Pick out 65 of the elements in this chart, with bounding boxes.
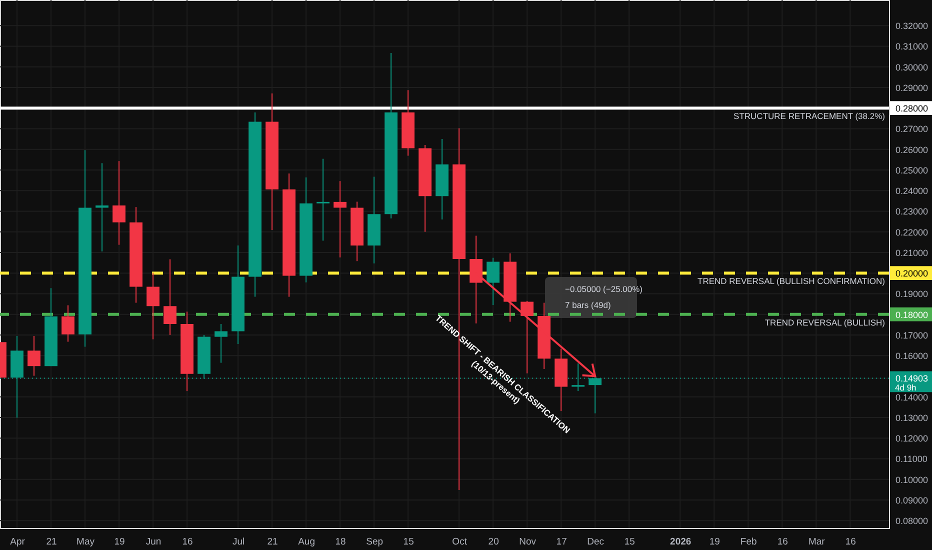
candlestick xyxy=(486,257,500,306)
text: 4d 9h xyxy=(895,382,917,393)
y-tick-label: 0.32000 xyxy=(896,21,928,32)
candlestick xyxy=(316,158,330,242)
x-tick-label: 16 xyxy=(777,536,788,548)
ref-line-label: TREND REVERSAL (BULLISH) xyxy=(764,317,886,328)
candlestick xyxy=(146,272,160,340)
x-tick-label: 20 xyxy=(488,536,499,548)
y-tick-label: 0.30000 xyxy=(896,62,928,72)
y-tick-label: 0.22000 xyxy=(896,227,928,238)
annotation: −0.05000 (−25.00%) xyxy=(565,284,643,294)
y-tick-label: 0.27000 xyxy=(896,124,928,134)
candlestick xyxy=(62,304,74,342)
y-tick-label: 0.11000 xyxy=(896,454,928,464)
x-tick-label: Sep xyxy=(366,536,384,548)
y-tick-label: 0.31000 xyxy=(896,42,928,52)
x-tick-label: 19 xyxy=(709,536,720,548)
y-tick-label: 0.09000 xyxy=(896,495,928,506)
y-tick-label: 0.08000 xyxy=(896,516,928,526)
y-tick-label: 0.28000 xyxy=(896,104,928,114)
x-tick-label: Jun xyxy=(146,536,162,548)
y-tick-label: 0.13000 xyxy=(896,412,928,423)
y-tick-label: 0.29000 xyxy=(896,82,928,93)
y-tick-label: 0.19000 xyxy=(896,289,928,300)
candlestick xyxy=(112,160,126,246)
x-tick-label: 21 xyxy=(46,536,57,548)
candlestick xyxy=(520,300,534,374)
y-tick-label: 0.14903 xyxy=(896,374,928,384)
x-tick-label: 17 xyxy=(556,536,567,548)
annotation: 7 bars (49d) xyxy=(565,300,611,310)
x-tick-label: Jul xyxy=(232,536,245,548)
x-tick-label: 15 xyxy=(403,536,414,548)
x-tick-label: Mar xyxy=(808,536,825,548)
y-tick-label: 0.23000 xyxy=(896,206,928,217)
x-tick-label: Feb xyxy=(740,536,757,548)
candlestick xyxy=(334,180,347,258)
x-tick-label: 16 xyxy=(182,536,193,548)
x-tick-label: 18 xyxy=(335,536,346,548)
y-tick-label: 0.25000 xyxy=(896,165,928,176)
y-tick-label: 0.24000 xyxy=(896,186,928,196)
x-tick-label: Aug xyxy=(298,536,315,548)
y-tick-label: 0.17000 xyxy=(896,330,928,340)
candlestick xyxy=(164,258,176,336)
y-tick-label: 0.10000 xyxy=(896,474,928,485)
y-tick-label: 0.12000 xyxy=(896,434,928,444)
x-tick-label: Oct xyxy=(452,536,468,548)
x-tick-label: 2026 xyxy=(670,536,692,548)
y-tick-label: 0.16000 xyxy=(896,351,928,362)
x-tick-label: 15 xyxy=(624,536,635,548)
x-tick-label: Apr xyxy=(10,536,25,548)
y-tick-label: 0.21000 xyxy=(896,248,928,258)
x-tick-label: May xyxy=(76,536,95,548)
y-tick-label: 0.14000 xyxy=(896,392,928,402)
y-tick-label: 0.20000 xyxy=(896,268,928,279)
x-tick-label: Nov xyxy=(519,536,536,548)
x-tick-label: Dec xyxy=(587,536,604,548)
y-tick-label: 0.18000 xyxy=(896,310,928,320)
ref-line-label: STRUCTURE RETRACEMENT (38.2%) xyxy=(734,111,886,122)
y-tick-label: 0.26000 xyxy=(896,144,928,155)
candlestick xyxy=(28,335,40,376)
x-tick-label: 16 xyxy=(845,536,856,548)
candlestick xyxy=(214,324,228,364)
x-tick-label: 21 xyxy=(267,536,278,548)
x-tick-label: 19 xyxy=(114,536,125,548)
ref-line-label: TREND REVERSAL (BULLISH CONFIRMATION) xyxy=(698,276,886,286)
